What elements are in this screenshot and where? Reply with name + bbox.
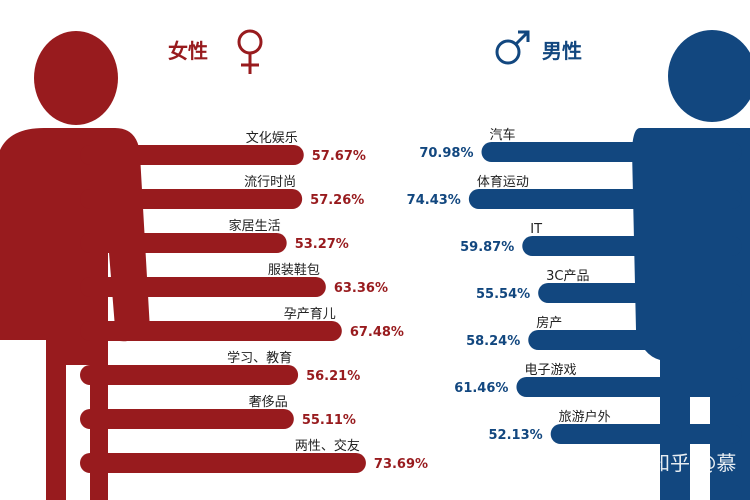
watermark: 知乎 @慕 xyxy=(650,451,736,475)
female-symbol-icon xyxy=(237,29,263,74)
female-bar xyxy=(80,365,299,385)
female-value-label: 53.27% xyxy=(295,237,349,252)
male-bar xyxy=(522,236,742,256)
male-category-label: 体育运动 xyxy=(477,174,529,190)
male-value-label: 61.46% xyxy=(454,381,508,396)
female-category-label: 奢侈品 xyxy=(249,395,288,410)
male-bar xyxy=(550,424,742,444)
female-value-label: 56.21% xyxy=(306,369,360,384)
female-category-label: 学习、教育 xyxy=(227,350,292,366)
female-category-label: 两性、交友 xyxy=(295,438,360,454)
female-value-label: 63.36% xyxy=(334,281,388,296)
female-figure-icon xyxy=(0,31,150,500)
male-value-label: 70.98% xyxy=(419,146,473,161)
female-bar xyxy=(80,233,287,253)
male-figure-icon xyxy=(632,30,750,500)
male-category-label: 汽车 xyxy=(490,127,516,143)
male-symbol-icon xyxy=(495,30,530,65)
male-value-label: 59.87% xyxy=(460,240,514,255)
male-category-label: 电子游戏 xyxy=(524,363,576,378)
female-value-label: 67.48% xyxy=(350,325,404,340)
female-bar xyxy=(80,321,342,341)
female-category-label: 服装鞋包 xyxy=(268,262,320,278)
male-bar xyxy=(468,189,742,209)
female-bar xyxy=(80,409,294,429)
male-title: 男性 xyxy=(542,39,582,63)
male-category-label: 旅游户外 xyxy=(559,409,611,425)
male-value-label: 74.43% xyxy=(407,193,461,208)
female-value-label: 57.67% xyxy=(312,149,366,164)
male-category-label: IT xyxy=(530,222,542,237)
female-title: 女性 xyxy=(168,39,208,63)
female-bar xyxy=(80,189,303,209)
female-bar xyxy=(80,453,366,473)
female-value-label: 55.11% xyxy=(302,413,356,428)
female-bar xyxy=(80,145,304,165)
female-value-label: 57.26% xyxy=(310,193,364,208)
female-bar xyxy=(80,277,326,297)
female-value-label: 73.69% xyxy=(374,457,428,472)
female-category-label: 流行时尚 xyxy=(244,175,296,190)
female-category-label: 文化娱乐 xyxy=(246,131,298,146)
female-category-label: 家居生活 xyxy=(229,218,281,234)
male-category-label: 房产 xyxy=(536,315,562,331)
male-bar xyxy=(516,377,742,397)
male-bar xyxy=(538,283,742,303)
male-value-label: 52.13% xyxy=(489,428,543,443)
male-value-label: 58.24% xyxy=(466,334,520,349)
male-category-label: 3C产品 xyxy=(546,269,589,284)
male-bar xyxy=(528,330,742,350)
male-bar xyxy=(481,142,742,162)
female-category-label: 孕产育儿 xyxy=(284,306,336,322)
male-value-label: 55.54% xyxy=(476,287,530,302)
